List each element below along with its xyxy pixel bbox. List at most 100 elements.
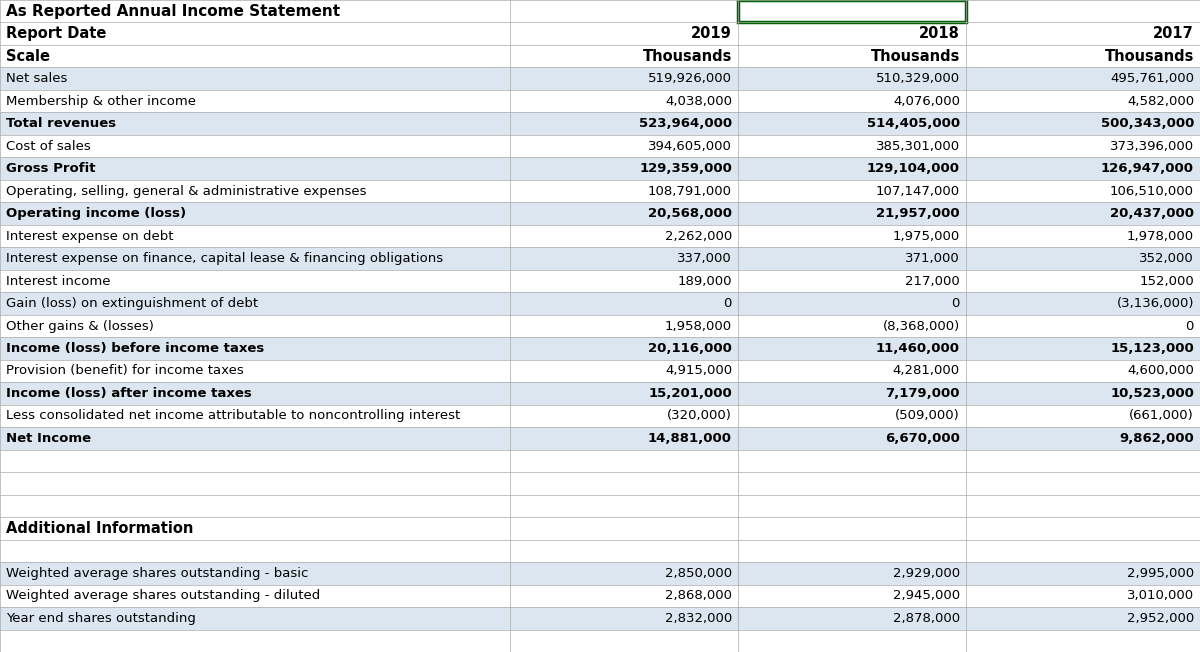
Text: 20,116,000: 20,116,000 <box>648 342 732 355</box>
Text: 14,881,000: 14,881,000 <box>648 432 732 445</box>
Text: 2,929,000: 2,929,000 <box>893 567 960 580</box>
Bar <box>0 517 1200 540</box>
Bar <box>0 45 1200 67</box>
Bar <box>0 315 1200 337</box>
Text: 0: 0 <box>952 297 960 310</box>
Bar <box>0 180 1200 202</box>
Text: Cost of sales: Cost of sales <box>6 140 91 153</box>
Text: Interest expense on debt: Interest expense on debt <box>6 230 174 243</box>
Text: 510,329,000: 510,329,000 <box>876 72 960 85</box>
Text: 2017: 2017 <box>1153 26 1194 41</box>
Bar <box>0 292 1200 315</box>
Text: Gain (loss) on extinguishment of debt: Gain (loss) on extinguishment of debt <box>6 297 258 310</box>
Text: 21,957,000: 21,957,000 <box>876 207 960 220</box>
Text: 6,670,000: 6,670,000 <box>886 432 960 445</box>
Bar <box>0 270 1200 292</box>
Text: 1,978,000: 1,978,000 <box>1127 230 1194 243</box>
Bar <box>0 67 1200 90</box>
Text: 2019: 2019 <box>691 26 732 41</box>
Text: 371,000: 371,000 <box>905 252 960 265</box>
Text: Total revenues: Total revenues <box>6 117 116 130</box>
Text: 2,832,000: 2,832,000 <box>665 612 732 625</box>
Text: Net sales: Net sales <box>6 72 67 85</box>
Text: 2,945,000: 2,945,000 <box>893 589 960 602</box>
Bar <box>0 225 1200 247</box>
Bar <box>0 382 1200 405</box>
Text: Gross Profit: Gross Profit <box>6 162 96 175</box>
Text: Scale: Scale <box>6 49 50 64</box>
Bar <box>0 112 1200 135</box>
Text: (661,000): (661,000) <box>1129 409 1194 422</box>
Text: 514,405,000: 514,405,000 <box>866 117 960 130</box>
Text: 0: 0 <box>724 297 732 310</box>
Text: 4,281,000: 4,281,000 <box>893 364 960 378</box>
Bar <box>0 630 1200 652</box>
Text: 394,605,000: 394,605,000 <box>648 140 732 153</box>
Text: 4,076,000: 4,076,000 <box>893 95 960 108</box>
Bar <box>0 135 1200 157</box>
Text: 15,123,000: 15,123,000 <box>1110 342 1194 355</box>
Text: 2,868,000: 2,868,000 <box>665 589 732 602</box>
Text: (3,136,000): (3,136,000) <box>1116 297 1194 310</box>
Text: Less consolidated net income attributable to noncontrolling interest: Less consolidated net income attributabl… <box>6 409 461 422</box>
Text: Interest income: Interest income <box>6 274 110 288</box>
Bar <box>0 540 1200 562</box>
Bar <box>0 607 1200 630</box>
Text: 2,850,000: 2,850,000 <box>665 567 732 580</box>
Bar <box>0 90 1200 112</box>
Text: 7,179,000: 7,179,000 <box>886 387 960 400</box>
Text: Interest expense on finance, capital lease & financing obligations: Interest expense on finance, capital lea… <box>6 252 443 265</box>
Text: 10,523,000: 10,523,000 <box>1110 387 1194 400</box>
Text: Operating, selling, general & administrative expenses: Operating, selling, general & administra… <box>6 185 366 198</box>
Text: 4,038,000: 4,038,000 <box>665 95 732 108</box>
Bar <box>0 427 1200 450</box>
Bar <box>0 405 1200 427</box>
Text: 126,947,000: 126,947,000 <box>1102 162 1194 175</box>
Text: (8,368,000): (8,368,000) <box>883 319 960 333</box>
Bar <box>0 450 1200 472</box>
Text: As Reported Annual Income Statement: As Reported Annual Income Statement <box>6 4 340 19</box>
Text: 107,147,000: 107,147,000 <box>876 185 960 198</box>
Text: 0: 0 <box>1186 319 1194 333</box>
Text: 4,600,000: 4,600,000 <box>1127 364 1194 378</box>
Text: Year end shares outstanding: Year end shares outstanding <box>6 612 196 625</box>
Bar <box>0 157 1200 180</box>
Bar <box>0 585 1200 607</box>
Text: (509,000): (509,000) <box>895 409 960 422</box>
Text: 129,359,000: 129,359,000 <box>640 162 732 175</box>
Text: 373,396,000: 373,396,000 <box>1110 140 1194 153</box>
Text: 106,510,000: 106,510,000 <box>1110 185 1194 198</box>
Text: 11,460,000: 11,460,000 <box>876 342 960 355</box>
Text: 108,791,000: 108,791,000 <box>648 185 732 198</box>
Text: 500,343,000: 500,343,000 <box>1100 117 1194 130</box>
Text: 2,952,000: 2,952,000 <box>1127 612 1194 625</box>
Text: 385,301,000: 385,301,000 <box>876 140 960 153</box>
Text: Thousands: Thousands <box>643 49 732 64</box>
Text: 495,761,000: 495,761,000 <box>1110 72 1194 85</box>
Text: 15,201,000: 15,201,000 <box>648 387 732 400</box>
Text: 2,262,000: 2,262,000 <box>665 230 732 243</box>
Text: 152,000: 152,000 <box>1139 274 1194 288</box>
Bar <box>0 337 1200 360</box>
Bar <box>0 22 1200 45</box>
Text: Net Income: Net Income <box>6 432 91 445</box>
Text: Weighted average shares outstanding - basic: Weighted average shares outstanding - ba… <box>6 567 308 580</box>
Bar <box>0 472 1200 495</box>
Text: Thousands: Thousands <box>1105 49 1194 64</box>
Text: Other gains & (losses): Other gains & (losses) <box>6 319 154 333</box>
Text: 352,000: 352,000 <box>1139 252 1194 265</box>
Text: 2,995,000: 2,995,000 <box>1127 567 1194 580</box>
Bar <box>738 0 966 22</box>
Text: 4,915,000: 4,915,000 <box>665 364 732 378</box>
Text: Additional Information: Additional Information <box>6 521 193 536</box>
Text: 2,878,000: 2,878,000 <box>893 612 960 625</box>
Text: 1,975,000: 1,975,000 <box>893 230 960 243</box>
Text: 129,104,000: 129,104,000 <box>866 162 960 175</box>
Text: 2018: 2018 <box>919 26 960 41</box>
Bar <box>0 360 1200 382</box>
Bar <box>0 247 1200 270</box>
Bar <box>0 495 1200 517</box>
Text: 20,568,000: 20,568,000 <box>648 207 732 220</box>
Text: 519,926,000: 519,926,000 <box>648 72 732 85</box>
Text: 1,958,000: 1,958,000 <box>665 319 732 333</box>
